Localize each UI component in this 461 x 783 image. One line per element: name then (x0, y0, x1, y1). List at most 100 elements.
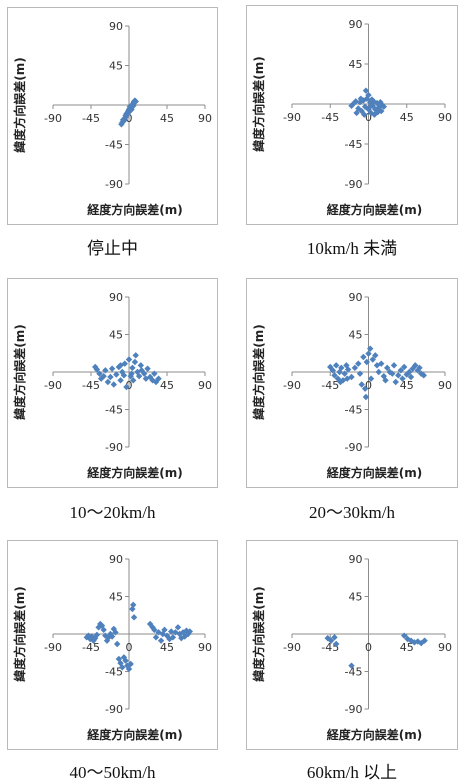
y-tick-label: 90 (349, 553, 363, 566)
x-tick-label: -90 (44, 379, 62, 392)
y-tick-label: -45 (105, 666, 123, 679)
data-point (130, 377, 137, 384)
chart-panel: -90 -45 0 45 90 90 45 -45 -90 経度方向誤差(m) 緯度方向誤差(m) (246, 278, 458, 488)
data-point (355, 360, 362, 367)
data-point (92, 363, 99, 371)
data-point (372, 352, 379, 359)
y-tick-label: 45 (109, 60, 123, 73)
x-tick-label: 45 (160, 379, 174, 392)
x-tick-label: 0 (126, 112, 133, 125)
data-point (360, 353, 367, 361)
data-point (110, 625, 117, 633)
data-point (181, 633, 188, 640)
x-tick-label: 90 (438, 641, 452, 654)
data-point (362, 87, 370, 94)
x-tick-label: -90 (283, 379, 301, 392)
data-point (117, 362, 124, 369)
chart-caption: 40～50km/h (69, 763, 156, 782)
y-tick-label: 45 (349, 58, 363, 71)
data-point (96, 370, 103, 377)
y-tick-label: -90 (345, 178, 363, 191)
y-tick-label: -45 (345, 404, 363, 417)
data-point (125, 665, 133, 673)
data-point (113, 640, 121, 648)
data-point (353, 109, 360, 117)
data-point (392, 378, 399, 386)
x-axis-title: 経度方向誤差(m) (87, 465, 182, 480)
data-point (373, 362, 381, 369)
chart-caption: 停止中 (87, 239, 138, 258)
chart-caption: 20～30km/h (309, 503, 395, 522)
x-tick-label: -45 (82, 641, 100, 654)
data-point (365, 350, 372, 357)
data-point (125, 356, 133, 363)
data-point (348, 373, 355, 381)
data-point (333, 362, 340, 369)
x-tick-label: -45 (321, 111, 339, 124)
x-axis-title: 経度方向誤差(m) (327, 202, 422, 217)
data-point (344, 375, 351, 382)
data-point (130, 614, 138, 621)
data-point (337, 378, 344, 386)
data-point (168, 628, 175, 635)
y-tick-label: -90 (105, 178, 123, 191)
data-point (407, 373, 415, 381)
data-point (361, 385, 369, 392)
data-point (97, 620, 104, 628)
data-point (401, 363, 408, 371)
data-point (369, 102, 376, 109)
x-tick-label: 45 (400, 111, 414, 124)
y-tick-label: 90 (349, 291, 363, 304)
data-point (352, 98, 359, 105)
x-tick-label: -90 (283, 641, 301, 654)
data-point (357, 95, 365, 102)
y-tick-label: -45 (345, 138, 363, 151)
x-tick-label: 90 (198, 112, 212, 125)
x-axis-title: 経度方向誤差(m) (87, 202, 182, 217)
x-tick-label: -45 (82, 112, 100, 125)
y-tick-label: 45 (109, 591, 123, 604)
data-point (373, 99, 381, 107)
y-tick-label: -90 (345, 703, 363, 716)
chart-caption: 10～20km/h (69, 503, 156, 522)
data-point (88, 633, 96, 640)
data-point (146, 373, 154, 381)
y-axis-title: 緯度方向誤差(m) (12, 57, 27, 152)
y-tick-label: 45 (109, 329, 123, 342)
y-axis-title: 緯度方向誤差(m) (12, 324, 27, 419)
data-point (377, 99, 384, 106)
data-point (137, 362, 145, 369)
y-tick-label: 45 (349, 591, 363, 604)
chart-panel: -90 -45 0 45 90 90 45 -45 -90 経度方向誤差(m) 緯度方向誤差(m) (7, 278, 218, 488)
data-point (412, 362, 419, 369)
x-axis-title: 経度方向誤差(m) (327, 465, 422, 480)
data-point (367, 345, 374, 352)
data-point (110, 381, 117, 388)
data-point (334, 375, 342, 382)
data-point (152, 378, 160, 386)
chart-panel: -90 -45 0 45 90 90 45 -45 -90 経度方向誤差(m) 緯度方向誤差(m) (7, 540, 218, 750)
data-point (113, 371, 120, 378)
x-tick-label: 0 (126, 379, 133, 392)
data-point (382, 377, 389, 384)
y-axis-title: 緯度方向誤差(m) (251, 56, 266, 151)
data-point (184, 630, 192, 638)
data-point (159, 630, 166, 638)
data-point (100, 372, 107, 380)
data-point (416, 364, 423, 372)
data-point (341, 370, 348, 377)
data-point (186, 628, 193, 635)
data-point (378, 101, 386, 109)
data-point (129, 364, 136, 372)
data-point (395, 372, 402, 379)
y-tick-label: 45 (349, 329, 363, 342)
x-tick-label: 0 (126, 641, 133, 654)
data-point (117, 377, 124, 384)
data-point (107, 630, 114, 638)
